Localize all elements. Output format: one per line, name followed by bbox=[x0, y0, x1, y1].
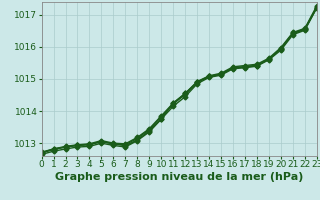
X-axis label: Graphe pression niveau de la mer (hPa): Graphe pression niveau de la mer (hPa) bbox=[55, 172, 303, 182]
